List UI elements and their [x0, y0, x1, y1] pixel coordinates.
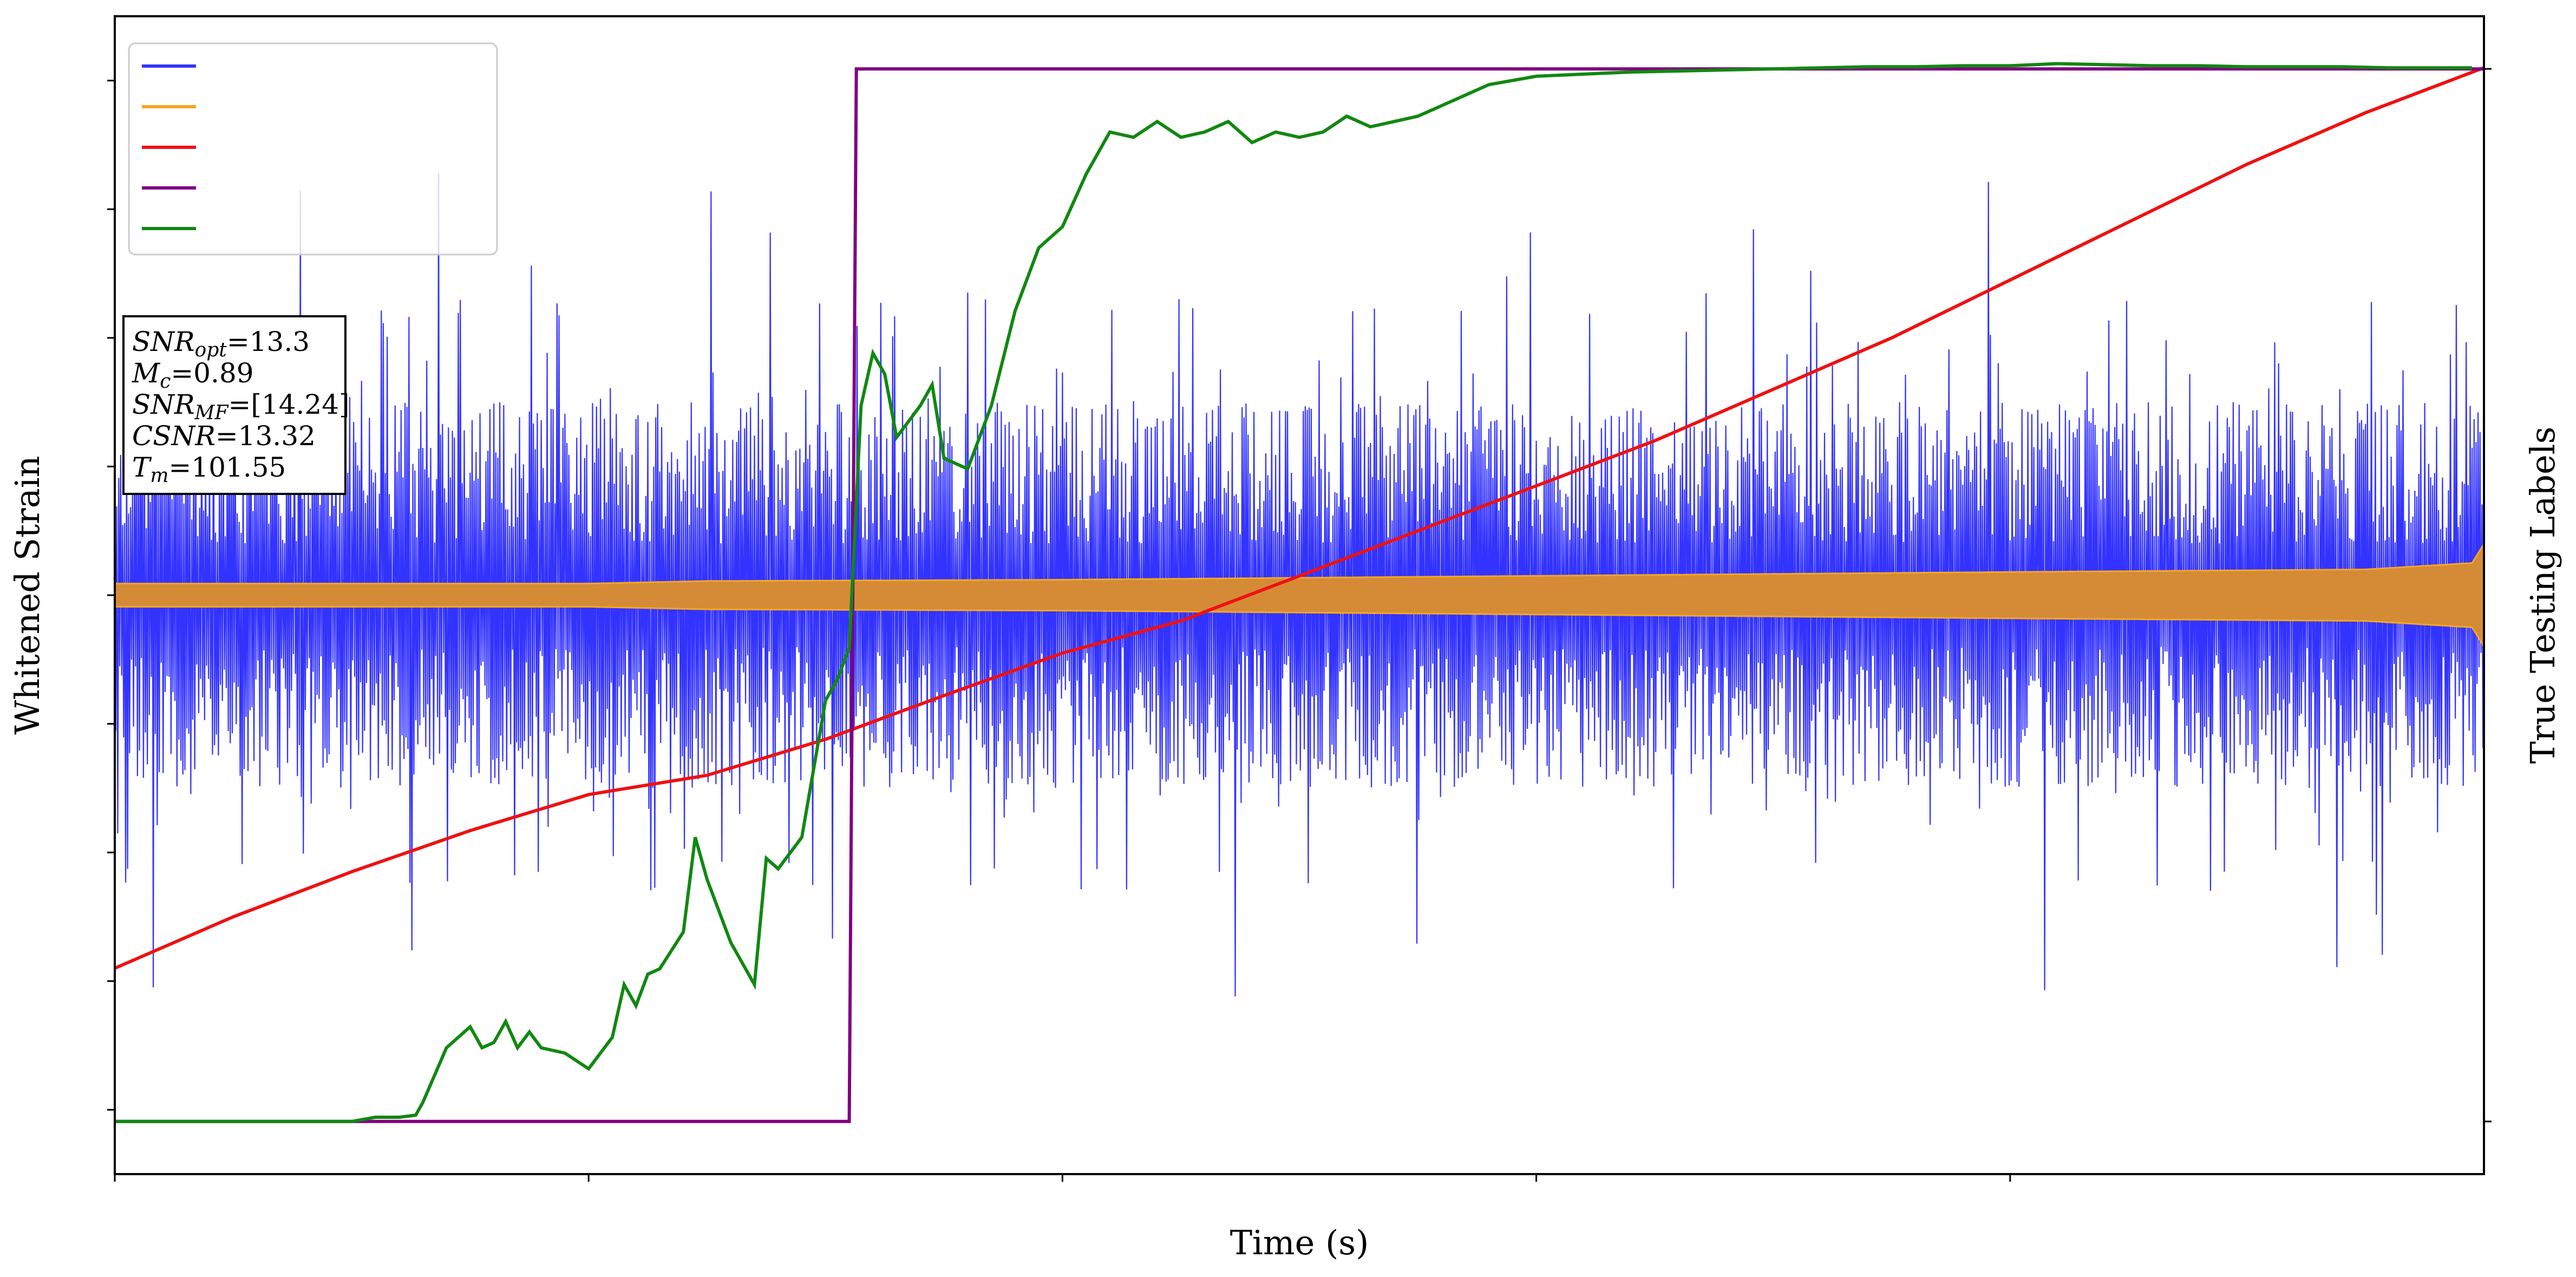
annotation-line: SNRMF=[14.24]: [132, 389, 350, 424]
legend: [128, 42, 498, 256]
annotation-param-subscript: m: [150, 465, 168, 487]
annotation-param-subscript: MF: [194, 402, 230, 424]
annotation-param-value: =13.3: [227, 326, 310, 357]
annotation-param-value: =101.55: [169, 452, 286, 483]
annotation-param-name: SNR: [132, 389, 195, 420]
x-axis-label: Time (s): [1230, 1223, 1369, 1262]
annotation-line: CSNR=13.32: [132, 420, 316, 452]
legend-frame: [128, 42, 498, 256]
annotation-param-value: =0.89: [171, 357, 253, 389]
annotation-line: SNRopt=13.3: [132, 326, 310, 361]
series-lstm-output: [115, 62, 2473, 1123]
series-signal-with-noise: [115, 173, 2484, 996]
annotation-param-subscript: opt: [195, 339, 227, 361]
annotation-param-subscript: c: [160, 370, 171, 393]
annotation-param-name: CSNR: [132, 420, 215, 452]
y-axis-label: Whitened Strain: [8, 456, 47, 735]
annotation-param-name: M: [132, 357, 161, 389]
annotation-frame: [122, 315, 346, 495]
axes-layer: [107, 68, 2492, 1182]
annotation-param-value: =13.32: [215, 420, 316, 452]
annotation-param-name: SNR: [132, 326, 195, 357]
annotation-line: Mc=0.89: [132, 357, 254, 393]
series-layer: [115, 62, 2484, 1123]
series-cumulative-snr: [115, 66, 2484, 970]
annotation-param-name: T: [132, 452, 152, 483]
parameter-annotation-box: SNRopt=13.3Mc=0.89SNRMF=[14.24]CSNR=13.3…: [122, 315, 350, 495]
annotation-param-value: =[14.24]: [228, 389, 350, 420]
series-signal-only: [115, 542, 2484, 648]
annotation-line: Tm=101.55: [132, 452, 286, 487]
y2-axis-label: True Testing Labels: [2523, 427, 2562, 764]
